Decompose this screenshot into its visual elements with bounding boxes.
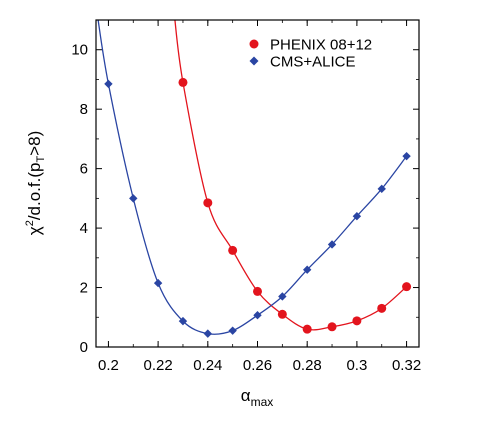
x-tick-label: 0.26 [243, 357, 272, 374]
data-point-phenix [203, 198, 213, 208]
y-label-sup: 2 [24, 220, 36, 226]
y-label-sub: T [35, 156, 47, 163]
legend-marker-phenix [249, 39, 259, 49]
data-point-cms-alice [153, 278, 163, 288]
y-tick-label: 0 [80, 339, 88, 356]
y-tick-label: 6 [80, 161, 88, 178]
x-tick-label: 0.28 [293, 357, 322, 374]
x-tick-label: 0.32 [392, 357, 421, 374]
data-point-phenix [277, 309, 287, 319]
legend: PHENIX 08+12 CMS+ALICE [249, 37, 372, 71]
data-point-cms-alice [129, 194, 138, 203]
y-tick-label: 10 [71, 42, 88, 59]
x-axis-label: αmax [241, 386, 274, 409]
data-point-phenix [302, 324, 312, 334]
x-label-sub: max [251, 395, 274, 409]
y-label-chi: χ [25, 226, 44, 235]
data-point-cms-alice [253, 310, 262, 320]
data-point-cms-alice [178, 316, 188, 326]
data-point-phenix [352, 316, 362, 326]
x-label-alpha: α [241, 386, 251, 405]
x-tick-label: 0.2 [98, 357, 119, 374]
data-point-phenix [228, 245, 238, 255]
plot-frame [95, 19, 420, 348]
data-point-phenix [327, 322, 337, 332]
y-tick-label: 4 [80, 220, 88, 237]
x-tick-label: 0.22 [144, 357, 173, 374]
data-point-cms-alice [402, 151, 411, 161]
data-point-cms-alice [278, 292, 287, 301]
x-axis-ticks: 0.2 0.22 0.24 0.26 0.28 0.3 0.32 [98, 20, 421, 374]
data-point-phenix [178, 77, 188, 87]
legend-marker-cms-alice [249, 56, 259, 66]
y-label-rest: /d.o.f.(p [25, 163, 44, 221]
data-point-phenix [377, 303, 387, 313]
data-point-cms-alice [302, 265, 312, 274]
data-point-phenix [402, 282, 412, 292]
x-tick-label: 0.24 [193, 357, 222, 374]
series-line-0 [174, 20, 408, 331]
data-point-cms-alice [203, 329, 213, 338]
data-point-cms-alice [377, 184, 386, 194]
data-point-phenix [253, 286, 262, 296]
legend-label-phenix: PHENIX 08+12 [270, 37, 372, 54]
data-point-cms-alice [228, 326, 237, 335]
data-point-cms-alice [352, 212, 362, 221]
y-axis-label: χ2/d.o.f.(pT>8) [24, 131, 47, 235]
y-label-end: >8) [25, 131, 44, 156]
legend-label-cms-alice: CMS+ALICE [270, 54, 355, 71]
data-point-cms-alice [327, 240, 337, 249]
y-tick-label: 8 [80, 101, 88, 118]
series-layer [97, 20, 412, 338]
y-axis-ticks: 0 2 4 6 8 10 [71, 19, 419, 356]
y-tick-label: 2 [80, 280, 88, 297]
x-tick-label: 0.3 [346, 357, 367, 374]
data-point-cms-alice [104, 79, 113, 89]
